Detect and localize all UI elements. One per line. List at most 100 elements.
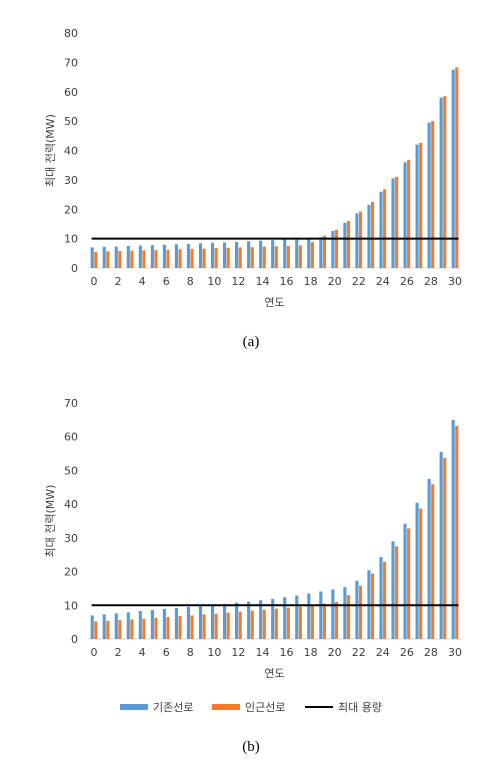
chart-b-caption: (b) [242,739,260,755]
chart-0-bar-adjacent [431,121,435,268]
chart-1-bar-adjacent [298,606,302,639]
chart-1-bar-existing [247,601,251,639]
chart-1-bar-existing [198,605,203,639]
chart-0-bar-adjacent [383,189,387,268]
chart-1-x-tick-label: 16 [280,646,294,659]
chart-0-bar-existing [114,246,118,268]
chart-1-bar-existing [379,557,383,639]
chart-0-bar-existing [343,222,347,268]
chart-1-bar-adjacent [142,618,146,639]
chart-0-bar-adjacent [154,250,158,268]
legend-adjacent-swatch [212,704,240,710]
chart-0-x-axis-title: 연도 [264,296,284,309]
chart-0-y-tick-label: 60 [64,86,78,99]
chart-1-bar-adjacent [346,595,351,639]
chart-1-bar-existing [162,608,166,639]
chart-1-bar-existing [90,615,94,639]
chart-0-bar-existing [259,240,263,268]
chart-1-x-tick-label: 22 [352,646,366,659]
chart-0-x-tick-label: 0 [91,275,98,288]
chart-1-bar-existing [283,597,287,639]
chart-1-bar-adjacent [250,610,254,639]
chart-1-bar-existing [295,595,299,639]
chart-0-bar-adjacent [370,201,375,268]
chart-1-x-tick-label: 28 [424,646,438,659]
chart-1-x-tick-label: 4 [139,646,146,659]
chart-0-bar-adjacent [106,251,110,268]
chart-1-y-tick-label: 60 [64,431,78,444]
chart-0-x-tick-label: 30 [448,275,462,288]
chart-1-x-tick-label: 10 [207,646,221,659]
chart-1-y-tick-label: 50 [64,464,78,477]
chart-0-bar-existing [295,238,299,268]
chart-0-bar-existing [138,245,142,268]
chart-0-bar-existing [102,246,106,268]
chart-1-bar-adjacent [334,601,339,639]
chart-0-bar-existing [379,191,383,268]
chart-0-bar-adjacent [395,176,399,268]
chart-0-y-tick-label: 70 [64,56,78,69]
chart-0-bar-existing [271,240,275,268]
chart-1-bar-existing [343,587,347,639]
chart-1-x-tick-label: 26 [400,646,414,659]
legend-adjacent-label: 인근선로 [245,701,285,714]
legend-existing-label: 기존선로 [153,701,193,714]
chart-1-bar-existing [391,541,395,639]
chart-0-x-tick-label: 8 [187,275,194,288]
chart-0-bar-adjacent [190,248,194,268]
chart-0-bar-adjacent [166,249,170,268]
chart-0-bar-existing [439,97,443,268]
chart-1-bar-adjacent [455,425,459,639]
chart-1-bar-existing [102,614,106,639]
chart-0-bar-adjacent [455,67,459,269]
chart-0-x-tick-label: 18 [304,275,318,288]
chart-1-bar-existing [439,451,443,639]
chart-1-y-tick-label: 0 [71,633,78,646]
chart-1-bar-adjacent [202,614,206,639]
chart-1-x-tick-label: 24 [376,646,390,659]
chart-1-bar-adjacent [214,613,218,639]
chart-0-x-tick-label: 6 [163,275,170,288]
chart-0-bar-adjacent [202,248,206,268]
chart-0-x-tick-label: 26 [400,275,414,288]
chart-0-x-tick-label: 14 [255,275,269,288]
chart-1-bar-adjacent [190,615,194,639]
chart-0-y-tick-label: 10 [64,233,78,246]
chart-1-x-tick-label: 6 [163,646,170,659]
chart-1-bar-existing [210,604,215,639]
chart-0-y-axis-title: 최대 전력(MW) [44,114,57,187]
chart-0-bar-existing [415,144,419,268]
chart-1-bar-existing [403,523,407,639]
chart-0-bar-adjacent [346,221,351,268]
chart-0-bar-existing [451,69,455,268]
chart-1-bar-existing [223,603,227,639]
chart-1-bar-adjacent [238,611,242,639]
chart-0-bar-adjacent [274,246,278,268]
chart-0-bar-existing [210,242,215,268]
chart-1-bar-adjacent [407,528,411,639]
chart-1-bar-existing [271,598,275,639]
chart-0-x-tick-label: 10 [207,275,221,288]
chart-0-x-tick-label: 2 [115,275,122,288]
chart-1-bar-adjacent [130,619,134,639]
chart-0-x-tick-label: 24 [376,275,390,288]
chart-1-bar-existing [427,478,431,639]
chart-1-x-axis-title: 연도 [264,667,284,680]
chart-1-bar-existing [174,607,179,639]
chart-a-caption: (a) [243,334,260,350]
chart-0-bar-adjacent [94,251,98,268]
chart-0-bar-existing [150,245,154,268]
chart-1-x-tick-label: 14 [255,646,269,659]
chart-0-bar-adjacent [262,246,266,268]
chart-0-x-tick-label: 22 [352,275,366,288]
chart-0-y-tick-label: 40 [64,145,78,158]
chart-1-bar-existing [235,602,239,639]
chart-0-bar-existing [307,238,311,268]
chart-0-bar-existing [162,244,166,268]
chart-0-bar-existing [367,204,371,268]
chart-0-x-tick-label: 16 [280,275,294,288]
chart-0-bar-existing [355,213,359,268]
chart-1-bar-existing [451,419,455,639]
